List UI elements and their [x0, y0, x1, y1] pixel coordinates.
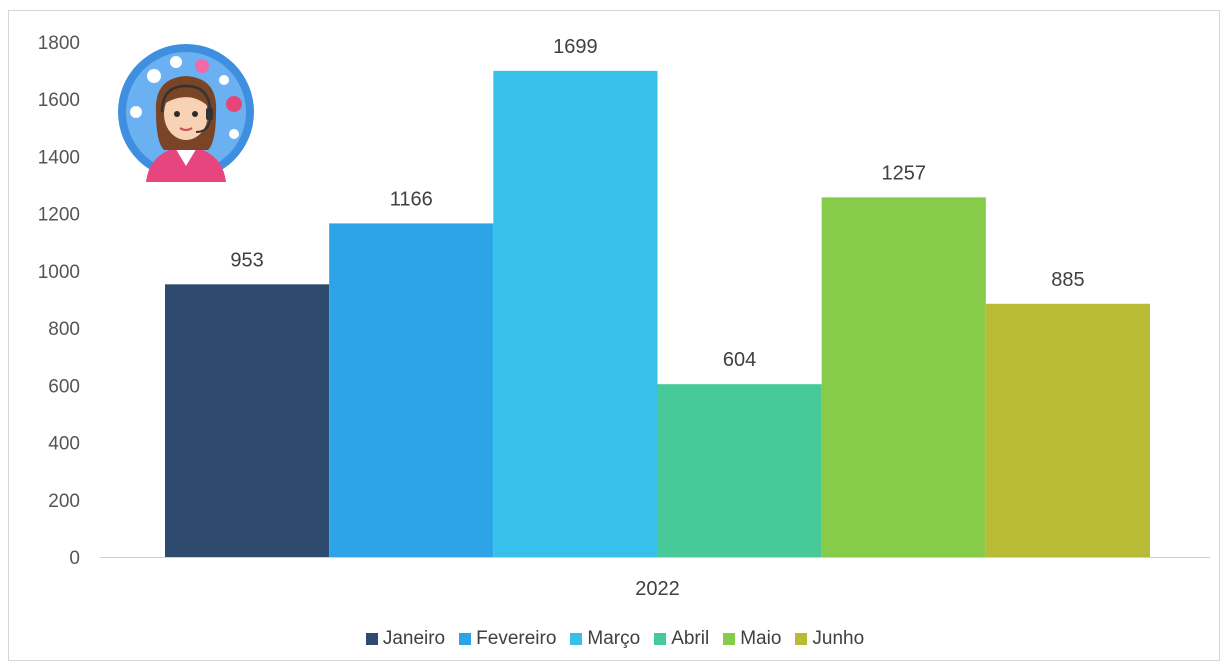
bar-fevereiro: [329, 223, 494, 557]
legend-label: Abril: [671, 628, 710, 649]
legend-swatch: [459, 633, 472, 645]
bar-janeiro: [165, 284, 330, 557]
data-label-maio: 1257: [882, 162, 927, 184]
y-tick-label: 1800: [38, 33, 80, 54]
legend-item: Fevereiro: [459, 628, 556, 650]
legend-item: Maio: [723, 628, 781, 650]
data-label-fevereiro: 1166: [390, 188, 433, 210]
legend-label: Junho: [812, 628, 865, 649]
y-tick-label: 1000: [38, 262, 80, 283]
legend-swatch: [723, 633, 736, 645]
legend-swatch: [654, 633, 667, 645]
customer-support-agent-icon: [118, 44, 254, 182]
legend-swatch: [365, 633, 378, 645]
chart-legend: Janeiro Fevereiro Março Abril Maio Junho: [0, 626, 1230, 652]
y-tick-label: 800: [48, 319, 80, 340]
bar-abril: [657, 384, 822, 557]
legend-item: Janeiro: [365, 628, 446, 650]
bar-maio: [821, 197, 986, 557]
y-tick-label: 1200: [38, 205, 80, 226]
legend-swatch: [795, 633, 808, 645]
y-tick-label: 1400: [38, 147, 80, 168]
y-tick-label: 0: [69, 548, 80, 569]
bar-chart: 0 200 400 600 800 1000 1200 1400 1600 1800 953 116…: [38, 33, 1210, 600]
bars: [165, 70, 1150, 558]
legend-label: Fevereiro: [476, 628, 557, 649]
legend-item: Março: [570, 628, 640, 650]
data-label-junho: 885: [1051, 269, 1084, 291]
y-axis: 0 200 400 600 800 1000 1200 1400 1600 1800: [38, 33, 80, 569]
data-label-março: 1699: [553, 36, 598, 58]
data-label-janeiro: 953: [230, 249, 263, 271]
y-tick-label: 1600: [38, 90, 80, 111]
legend-label: Março: [587, 628, 641, 649]
y-tick-label: 400: [48, 434, 80, 455]
data-label-abril: 604: [723, 349, 756, 371]
legend-label: Maio: [740, 628, 782, 649]
y-tick-label: 200: [48, 491, 80, 512]
x-category-label: 2022: [635, 578, 680, 600]
legend-swatch: [570, 633, 583, 645]
legend-item: Abril: [654, 628, 709, 650]
legend-item: Junho: [795, 628, 864, 650]
data-labels: 953 1166 1699 604 1257 885: [230, 36, 1084, 371]
legend-label: Janeiro: [382, 628, 446, 649]
y-tick-label: 600: [48, 376, 80, 397]
bar-março: [493, 70, 658, 558]
bar-junho: [985, 303, 1150, 557]
